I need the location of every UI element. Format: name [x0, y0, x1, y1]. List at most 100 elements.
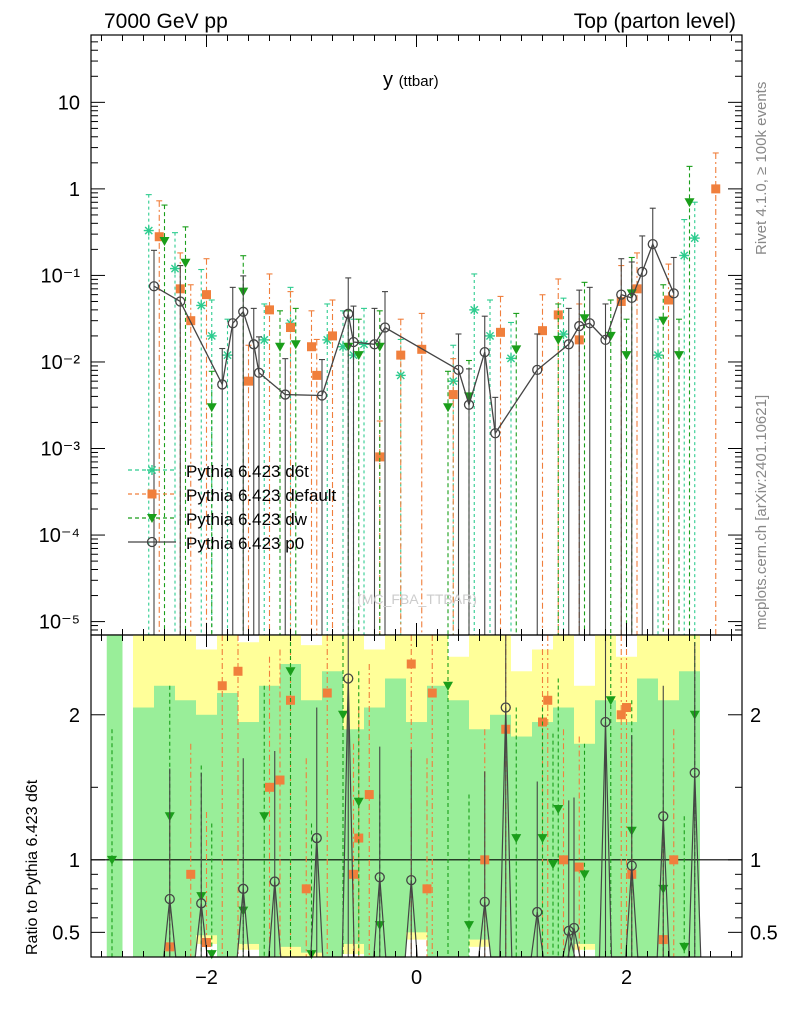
- series-p0: [148, 207, 679, 635]
- data-point: [396, 350, 406, 360]
- ratio-point: [532, 906, 543, 918]
- legend-marker: [147, 489, 157, 499]
- legend: Pythia 6.423 d6t Pythia 6.423 default Pyth…: [128, 462, 337, 553]
- star-stroke: [170, 264, 180, 273]
- data-point: [616, 289, 627, 300]
- data-point: [621, 351, 632, 361]
- ratio-y-tick-label: 1: [69, 850, 80, 872]
- data-point: [196, 300, 207, 311]
- data-point: [379, 322, 391, 333]
- ratio-point: [579, 870, 590, 880]
- y-tick-label: 10⁻⁴: [39, 525, 80, 547]
- data-point: [574, 320, 585, 332]
- data-point: [453, 364, 464, 376]
- star-stroke: [144, 226, 153, 235]
- band-green: [196, 714, 217, 936]
- ratio-point: [406, 874, 417, 886]
- watermark: (MC_FBA_TTBAR): [357, 591, 477, 607]
- data-point: [584, 318, 595, 329]
- data-point: [154, 232, 164, 242]
- ratio-point: [269, 876, 280, 887]
- data-point: [148, 281, 160, 292]
- legend-label: Pythia 6.423 d6t: [186, 462, 309, 481]
- star-stroke: [260, 335, 269, 344]
- data-point: [553, 335, 564, 345]
- ratio-y-tick-label: 2: [69, 705, 80, 727]
- y-tick-label: 10⁻¹: [41, 265, 81, 287]
- data-point: [375, 452, 385, 462]
- data-point: [711, 184, 721, 194]
- ratio-point: [186, 869, 196, 879]
- star-stroke: [359, 340, 369, 349]
- ratio-y-tick-label-right: 1: [750, 850, 761, 872]
- data-point: [275, 342, 285, 352]
- ratio-point: [559, 855, 568, 865]
- data-point: [605, 331, 616, 341]
- data-point: [328, 331, 337, 341]
- series-default: [154, 152, 721, 635]
- data-point: [316, 390, 328, 401]
- data-point: [248, 339, 259, 350]
- legend-label: Pythia 6.423 default: [186, 486, 337, 505]
- ratio-point: [338, 710, 348, 720]
- y-tick-label: 10⁻²: [41, 352, 81, 374]
- y-tick-label: 10⁻⁵: [39, 612, 80, 634]
- ratio-point: [196, 898, 207, 909]
- band-green: [106, 635, 123, 957]
- main-panel: 10 1 10⁻¹ 10⁻² 10⁻³ 10⁻⁴ 10⁻⁵ y (ttbar) (MC_FB…: [39, 34, 743, 636]
- ratio-point: [202, 937, 211, 947]
- ratio-point: [285, 667, 296, 677]
- ratio-plot-area: [91, 635, 742, 960]
- y-tick-label: 10⁻³: [41, 439, 81, 461]
- data-point: [479, 346, 490, 358]
- data-point: [490, 428, 501, 439]
- legend-marker: [146, 536, 158, 548]
- star-stroke: [506, 354, 516, 363]
- data-point: [463, 399, 475, 410]
- main-y-ticks: 10 1 10⁻¹ 10⁻² 10⁻³ 10⁻⁴ 10⁻⁵: [39, 34, 742, 636]
- data-point: [227, 318, 238, 329]
- data-point: [307, 342, 316, 352]
- data-point: [506, 353, 516, 364]
- data-point: [532, 364, 543, 376]
- ratio-point: [543, 695, 553, 705]
- header-left: 7000 GeV pp: [104, 10, 228, 33]
- ratio-point: [464, 921, 474, 931]
- main-x-ticks: [101, 35, 732, 635]
- data-point: [485, 330, 495, 341]
- star-stroke: [197, 301, 206, 310]
- data-point: [253, 367, 265, 378]
- data-point: [259, 334, 270, 345]
- ratio-point: [548, 860, 558, 870]
- ratio-point: [626, 860, 637, 871]
- data-point: [374, 342, 385, 352]
- ratio-point: [353, 797, 364, 807]
- ratio-point: [354, 833, 364, 843]
- ratio-y-ticks: 0.5 0.5 1 1 2 2: [52, 705, 778, 945]
- ratio-point: [275, 775, 285, 785]
- star-stroke: [485, 331, 495, 341]
- x-tick-label: −2: [195, 967, 218, 989]
- band-green: [133, 707, 154, 957]
- band-green: [322, 671, 343, 957]
- data-point: [600, 334, 611, 346]
- ratio-point: [259, 812, 270, 822]
- ratio-point: [164, 893, 175, 905]
- ratio-point: [265, 782, 274, 792]
- data-point: [159, 236, 170, 246]
- ratio-y-tick-label-right: 2: [750, 705, 761, 727]
- star-stroke: [470, 305, 479, 314]
- ratio-point: [553, 805, 564, 815]
- ratio-point: [479, 896, 490, 908]
- data-point: [244, 376, 253, 386]
- ratio-point: [563, 925, 574, 937]
- header-right: Top (parton level): [574, 10, 736, 33]
- data-point: [312, 370, 322, 380]
- band-green: [448, 700, 469, 957]
- band-green: [658, 700, 679, 957]
- data-point: [632, 284, 642, 294]
- star-stroke: [449, 377, 458, 386]
- data-point: [280, 389, 291, 400]
- data-point: [653, 350, 663, 361]
- ratio-point: [349, 869, 358, 879]
